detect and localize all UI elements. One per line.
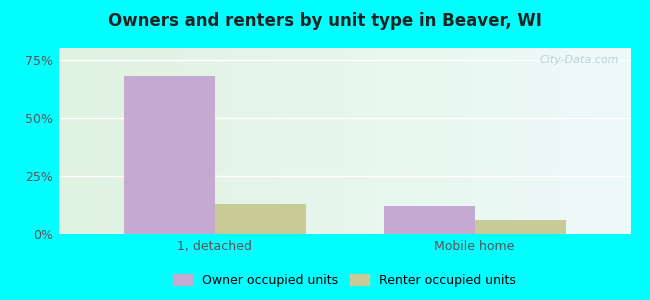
Text: Owners and renters by unit type in Beaver, WI: Owners and renters by unit type in Beave… — [108, 12, 542, 30]
Bar — [474, 220, 566, 234]
Text: City-Data.com: City-Data.com — [540, 56, 619, 65]
Bar — [384, 206, 474, 234]
Bar — [214, 204, 306, 234]
Legend: Owner occupied units, Renter occupied units: Owner occupied units, Renter occupied un… — [173, 274, 516, 287]
Bar — [124, 76, 214, 234]
